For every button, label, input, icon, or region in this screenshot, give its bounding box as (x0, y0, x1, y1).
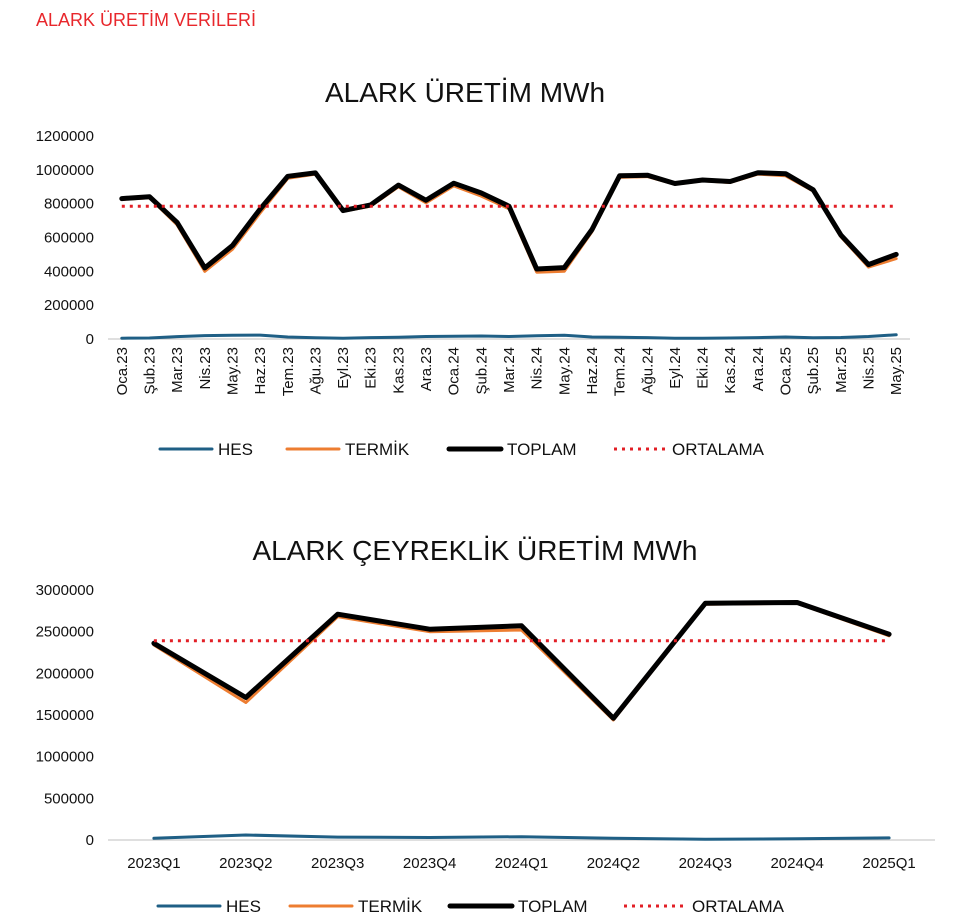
x-tick-label: Ara.23 (418, 347, 435, 391)
x-tick-label: Ağu.24 (639, 347, 656, 395)
x-tick-label: Mar.24 (501, 347, 518, 393)
x-tick-label: Haz.23 (252, 347, 269, 395)
x-tick-label: Nis.23 (197, 347, 214, 390)
x-tick-label: Eyl.23 (335, 347, 352, 389)
x-tick-label: Kas.23 (390, 347, 407, 394)
page-header: ALARK ÜRETİM VERİLERİ (36, 10, 257, 30)
legend-item-hes: HES (156, 897, 261, 916)
y-tick-label: 500000 (44, 790, 94, 807)
x-tick-label: 2023Q1 (127, 855, 180, 872)
x-tick-label: 2025Q1 (862, 855, 915, 872)
x-tick-label: Eki.23 (363, 347, 380, 389)
y-tick-label: 0 (86, 832, 94, 849)
x-tick-label: Oca.23 (114, 347, 131, 395)
x-tick-label: 2023Q4 (403, 855, 456, 872)
x-tick-label: May.24 (556, 347, 573, 395)
x-tick-label: Nis.25 (861, 347, 878, 390)
legend-label: TERMİK (345, 440, 410, 459)
x-tick-label: Ara.24 (750, 347, 767, 391)
x-tick-label: Kas.24 (722, 347, 739, 394)
y-tick-label: 200000 (44, 297, 94, 314)
x-tick-label: Tem.24 (612, 347, 629, 396)
y-tick-label: 1200000 (36, 128, 94, 145)
x-tick-label: Eyl.24 (667, 347, 684, 389)
legend-item-ortalama: ORTALAMA (614, 440, 765, 459)
series-line-termik (152, 601, 891, 722)
x-tick-label: 2024Q1 (495, 855, 548, 872)
y-tick-label: 0 (86, 331, 94, 348)
legend-item-termik: TERMİK (288, 897, 423, 916)
x-tick-label: 2024Q2 (587, 855, 640, 872)
series-line-toplam (119, 170, 899, 272)
legend-item-ortalama: ORTALAMA (624, 897, 785, 916)
chart-title: ALARK ÜRETİM MWh (325, 77, 605, 108)
series-line-hes (152, 833, 891, 841)
y-tick-label: 2500000 (36, 624, 94, 641)
x-tick-label: Tem.23 (280, 347, 297, 396)
legend-label: TOPLAM (507, 440, 577, 459)
x-tick-label: Şub.23 (141, 347, 158, 395)
x-tick-label: 2024Q4 (770, 855, 823, 872)
x-tick-label: Eki.24 (695, 347, 712, 389)
series-line-hes (120, 333, 898, 340)
x-tick-label: Nis.24 (529, 347, 546, 390)
quarterly-production-chart: ALARK ÇEYREKLİK ÜRETİM MWh 0 500000 1000000… (36, 535, 935, 916)
y-tick-label: 400000 (44, 263, 94, 280)
legend-label: ORTALAMA (672, 440, 765, 459)
series-line-toplam (151, 600, 892, 721)
x-tick-label: Oca.24 (446, 347, 463, 395)
legend-label: ORTALAMA (692, 897, 785, 916)
x-tick-label: 2024Q3 (679, 855, 732, 872)
x-tick-label: Şub.24 (473, 347, 490, 395)
x-tick-label: May.23 (224, 347, 241, 395)
y-tick-label: 1500000 (36, 707, 94, 724)
x-tick-label: Şub.25 (805, 347, 822, 395)
y-tick-label: 800000 (44, 196, 94, 213)
x-tick-label: 2023Q3 (311, 855, 364, 872)
x-tick-label: May.25 (888, 347, 905, 395)
y-tick-label: 1000000 (36, 749, 94, 766)
y-tick-label: 1000000 (36, 162, 94, 179)
legend-label: TERMİK (358, 897, 423, 916)
x-tick-label: Mar.23 (169, 347, 186, 393)
series-line-termik (120, 172, 898, 274)
legend-label: HES (226, 897, 261, 916)
x-tick-label: 2023Q2 (219, 855, 272, 872)
monthly-production-chart: ALARK ÜRETİM MWh 0 200000 400000 600000 80000… (36, 77, 910, 459)
y-tick-label: 3000000 (36, 582, 94, 599)
legend-label: TOPLAM (518, 897, 588, 916)
x-tick-label: Haz.24 (584, 347, 601, 395)
legend-item-termik: TERMİK (285, 440, 410, 459)
legend-label: HES (218, 440, 253, 459)
x-tick-label: Ağu.23 (307, 347, 324, 395)
legend-item-hes: HES (158, 440, 253, 459)
legend-item-toplam: TOPLAM (447, 897, 588, 916)
y-tick-label: 2000000 (36, 665, 94, 682)
y-tick-label: 600000 (44, 230, 94, 247)
x-tick-label: Oca.25 (778, 347, 795, 395)
chart-title: ALARK ÇEYREKLİK ÜRETİM MWh (253, 535, 698, 566)
legend-item-toplam: TOPLAM (446, 440, 577, 459)
x-tick-label: Mar.25 (833, 347, 850, 393)
